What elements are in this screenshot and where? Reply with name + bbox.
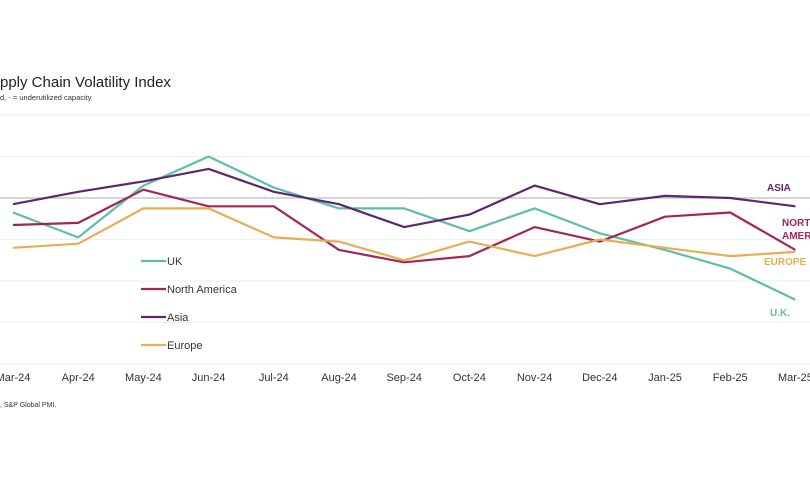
chart-title: pply Chain Volatility Index xyxy=(0,74,171,91)
x-tick-label: Dec-24 xyxy=(582,372,617,384)
x-tick-label: Apr-24 xyxy=(62,372,95,384)
x-tick-label: Mar-25 xyxy=(778,372,810,384)
legend-label: Asia xyxy=(167,312,189,324)
x-tick-label: Aug-24 xyxy=(321,372,356,384)
x-tick-label: Feb-25 xyxy=(713,372,748,384)
x-tick-label: Jun-24 xyxy=(192,372,226,384)
legend-label: North America xyxy=(167,284,238,296)
x-tick-label: Oct-24 xyxy=(453,372,486,384)
series-end-label: NORT xyxy=(782,218,810,229)
legend-label: UK xyxy=(167,256,183,268)
x-tick-label: Nov-24 xyxy=(517,372,552,384)
series-end-label: ASIA xyxy=(767,183,791,194)
legend-label: Europe xyxy=(167,340,202,352)
x-tick-label: Sep-24 xyxy=(386,372,421,384)
series-end-label: EUROPE xyxy=(764,257,807,268)
x-tick-label: Jan-25 xyxy=(648,372,682,384)
x-tick-label: Jul-24 xyxy=(259,372,289,384)
series-end-label: U.K. xyxy=(770,308,790,319)
chart-subtitle: d, - = underutilized capacity xyxy=(0,93,92,102)
x-tick-label: Mar-24 xyxy=(0,372,30,384)
x-tick-label: May-24 xyxy=(125,372,162,384)
series-end-label: AMER xyxy=(782,231,810,242)
source-note: , S&P Global PMI. xyxy=(0,402,57,409)
